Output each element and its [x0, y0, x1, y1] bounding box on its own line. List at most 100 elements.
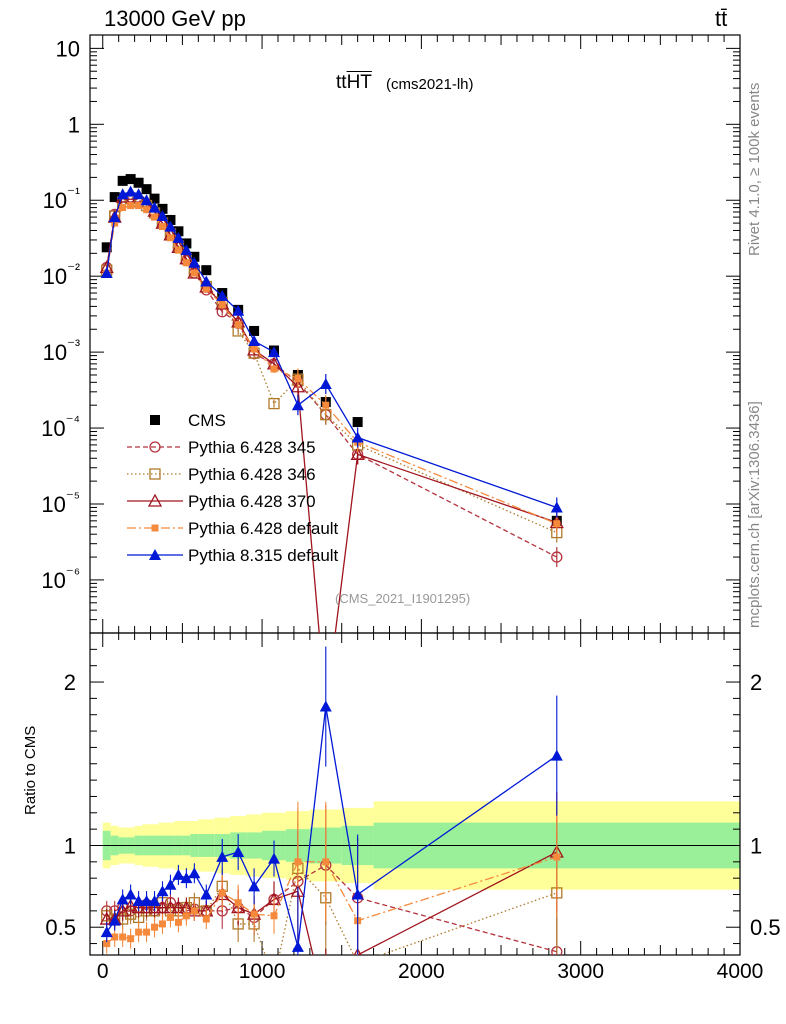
ratio-point-p8 — [550, 749, 563, 761]
ratio-point-p8 — [108, 914, 121, 926]
ratio-point-p8 — [164, 878, 177, 890]
point-p8 — [216, 289, 229, 301]
point-p370 — [350, 447, 365, 461]
point-cms — [352, 417, 363, 428]
point-p8 — [148, 201, 161, 213]
legend-marker-p6def — [151, 524, 159, 532]
main-ytick-label: 10 — [56, 36, 80, 61]
ratio-point-p370 — [147, 900, 162, 914]
ratio-point-p8 — [156, 885, 169, 897]
point-cms — [101, 242, 112, 253]
point-p8 — [291, 399, 304, 411]
ratio-point-p346 — [353, 958, 363, 968]
point-p345 — [551, 551, 563, 563]
point-p8 — [232, 304, 245, 316]
ratio-ytick-label-right: 1 — [750, 833, 762, 858]
ratio-ytick-label-right: 0.5 — [750, 915, 781, 940]
xtick-label: 4000 — [717, 960, 764, 983]
point-p6def — [127, 202, 135, 210]
ratio-point-p6def — [250, 910, 258, 918]
legend: CMS Pythia 6.428 345 Pythia 6.428 346 Pythi… — [127, 411, 339, 565]
ratio-point-p8 — [172, 868, 185, 880]
ratio-series — [99, 646, 564, 968]
ratio-point-p6def — [218, 889, 226, 897]
ratio-point-p6def — [119, 933, 127, 941]
point-p8 — [180, 244, 193, 256]
point-p6def — [294, 374, 302, 382]
point-p6def — [158, 223, 166, 231]
ratio-point-p8 — [124, 888, 137, 900]
legend-marker-p8 — [149, 549, 161, 560]
point-cms — [125, 174, 136, 185]
plot-title-main: tt — [336, 72, 347, 93]
point-cms — [201, 265, 212, 276]
legend-label: Pythia 6.428 346 — [188, 465, 316, 484]
ratio-point-p6def — [166, 913, 174, 921]
main-series — [99, 174, 564, 633]
legend-label: CMS — [188, 411, 226, 430]
legend-marker-cms — [150, 415, 160, 425]
point-p6def — [151, 213, 159, 221]
ratio-point-p6def — [174, 918, 182, 926]
point-p8 — [172, 231, 185, 243]
ratio-point-p8 — [132, 895, 145, 907]
point-p6def — [234, 321, 242, 329]
ratio-point-p6def — [553, 853, 561, 861]
rivet-label: Rivet 4.1.0, ≥ 100k events — [746, 82, 763, 256]
point-p6def — [553, 520, 561, 528]
main-ytick-label: 10⁻¹ — [43, 185, 80, 213]
legend-label: Pythia 6.428 370 — [188, 492, 316, 511]
ratio-point-p8 — [100, 926, 113, 938]
xtick-label: 3000 — [557, 960, 604, 983]
main-ytick-label: 10⁻⁶ — [41, 565, 80, 593]
legend-label: Pythia 8.315 default — [188, 546, 339, 565]
ratio-point-p370 — [131, 900, 146, 914]
point-cms — [109, 192, 120, 203]
point-p8 — [200, 275, 213, 287]
ratio-point-p8 — [248, 880, 261, 892]
ratio-point-p6def — [270, 912, 278, 920]
main-ytick-label: 10⁻³ — [43, 337, 80, 365]
point-p6def — [135, 202, 143, 210]
point-p8 — [188, 256, 201, 268]
ratio-point-p6def — [202, 915, 210, 923]
legend-marker-p370 — [147, 493, 163, 507]
point-cms — [117, 175, 128, 186]
point-p6def — [182, 259, 190, 267]
point-cms — [141, 184, 152, 195]
ratio-point-p370 — [155, 900, 170, 914]
point-p6def — [174, 246, 182, 254]
ratio-point-p8 — [216, 850, 229, 862]
ratio-point-p6def — [234, 899, 242, 907]
ratio-point-p6def — [158, 920, 166, 928]
ratio-point-p6def — [103, 940, 111, 948]
main-ytick-label: 1 — [68, 112, 80, 137]
point-p6def — [322, 401, 330, 409]
analysis-watermark: (CMS_2021_I1901295) — [335, 591, 471, 606]
point-p6def — [143, 206, 151, 214]
point-p8 — [140, 194, 153, 206]
main-ytick-label: 10⁻⁴ — [41, 413, 80, 441]
main-ytick-label: 10⁻⁵ — [41, 489, 80, 517]
ratio-ytick-label-right: 2 — [750, 670, 762, 695]
legend-label: Pythia 6.428 345 — [188, 438, 316, 457]
ratio-point-p6def — [135, 928, 143, 936]
ratio-point-p6def — [322, 858, 330, 866]
ratio-ytick-label-left: 1 — [64, 833, 76, 858]
ratio-point-p8 — [268, 852, 281, 864]
ratio-point-p6def — [127, 935, 135, 943]
point-cms — [149, 193, 160, 204]
plot-subtitle: (cms2021-lh) — [386, 76, 474, 93]
point-cms — [173, 226, 184, 237]
series-line-p6def — [106, 204, 558, 525]
ratio-ytick-label-left: 0.5 — [45, 915, 76, 940]
point-p8 — [268, 346, 281, 358]
plot-title-over: HT — [346, 72, 372, 93]
ratio-point-p8 — [291, 940, 304, 952]
point-p8 — [550, 501, 563, 513]
point-cms — [249, 325, 260, 336]
ratio-point-p8 — [188, 867, 201, 879]
ratio-point-p6def — [111, 933, 119, 941]
point-cms — [181, 238, 192, 249]
